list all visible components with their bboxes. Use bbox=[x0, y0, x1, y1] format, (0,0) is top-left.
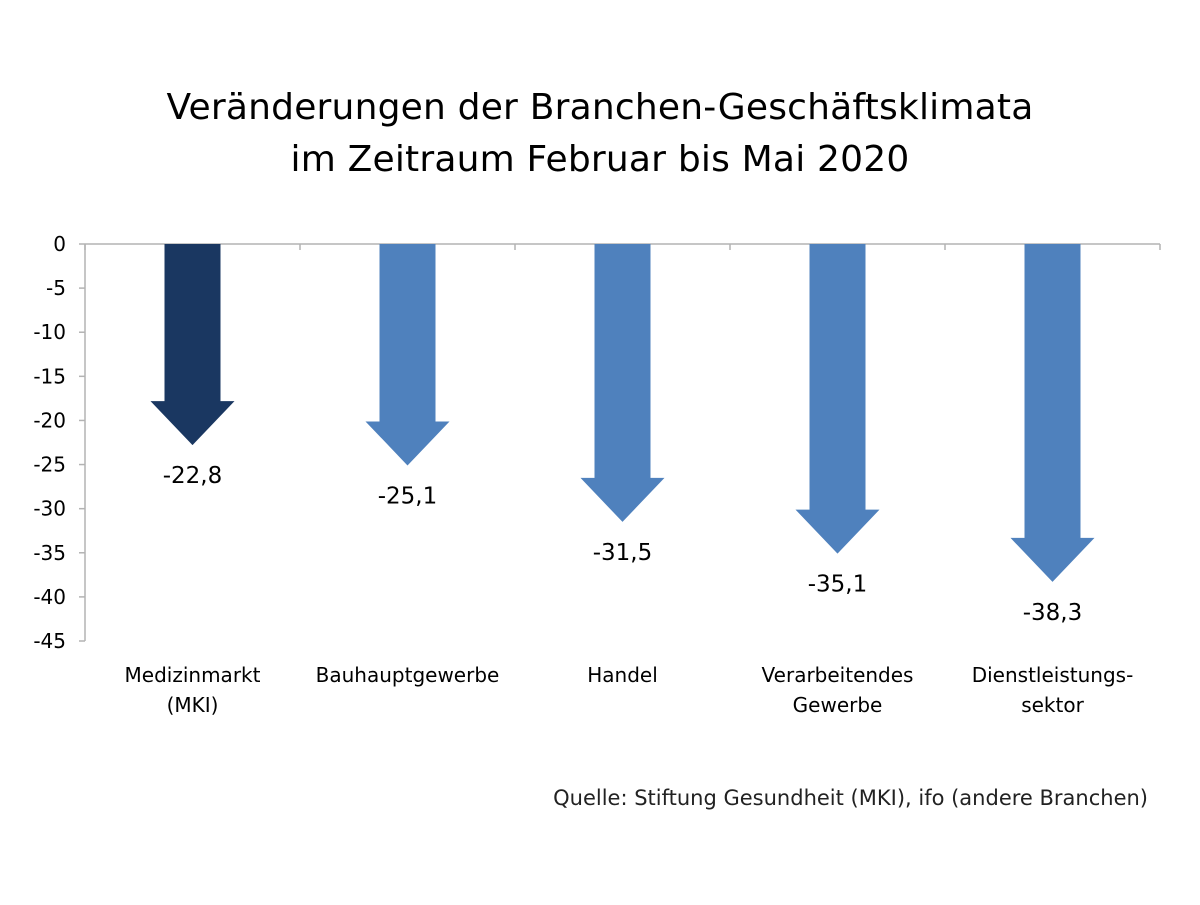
y-tick-label: -5 bbox=[46, 276, 66, 300]
arrow-bar bbox=[1010, 244, 1095, 582]
category-label: Medizinmarkt bbox=[125, 663, 261, 687]
chart-title-line-1: Veränderungen der Branchen-Geschäftsklim… bbox=[166, 87, 1034, 128]
data-label: -22,8 bbox=[163, 463, 223, 489]
category-label: sektor bbox=[1021, 693, 1084, 717]
category-label: Bauhauptgewerbe bbox=[316, 663, 500, 687]
data-label: -38,3 bbox=[1023, 600, 1083, 626]
category-label: Handel bbox=[587, 663, 658, 687]
data-label: -31,5 bbox=[593, 540, 653, 566]
arrow-bar bbox=[580, 244, 665, 522]
chart-title-line-2: im Zeitraum Februar bis Mai 2020 bbox=[290, 139, 910, 180]
arrow-bar bbox=[365, 244, 450, 466]
y-tick-label: -35 bbox=[33, 541, 66, 565]
category-label: Gewerbe bbox=[793, 693, 883, 717]
category-label: (MKI) bbox=[167, 693, 219, 717]
y-tick-label: -45 bbox=[33, 629, 66, 653]
source-note: Quelle: Stiftung Gesundheit (MKI), ifo (… bbox=[553, 786, 1148, 810]
y-tick-label: -25 bbox=[33, 453, 66, 477]
arrow-bar bbox=[150, 244, 235, 446]
data-label: -35,1 bbox=[808, 572, 868, 598]
data-label: -25,1 bbox=[378, 483, 438, 509]
y-tick-label: -10 bbox=[33, 320, 66, 344]
category-label: Verarbeitendes bbox=[762, 663, 914, 687]
y-tick-label: -40 bbox=[33, 585, 66, 609]
y-tick-label: -30 bbox=[33, 497, 66, 521]
arrow-bar bbox=[795, 244, 880, 554]
y-tick-label: -15 bbox=[33, 364, 66, 388]
category-label: Dienstleistungs- bbox=[972, 663, 1134, 687]
y-tick-label: -20 bbox=[33, 408, 66, 432]
y-tick-label: 0 bbox=[53, 232, 66, 256]
